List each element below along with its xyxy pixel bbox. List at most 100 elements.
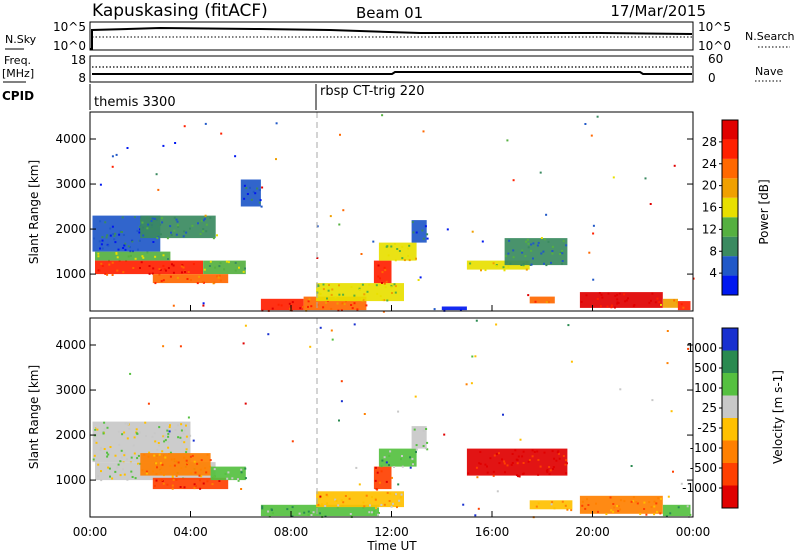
velocity-speckle <box>199 468 202 471</box>
power-point <box>327 289 330 292</box>
power-speckle <box>658 301 661 304</box>
power-speckle <box>607 292 610 295</box>
power-speckle <box>234 269 237 272</box>
power-point <box>126 147 129 149</box>
power-speckle <box>534 300 537 303</box>
power-speckle <box>252 190 255 193</box>
velocity-speckle <box>198 474 201 477</box>
velocity-speckle <box>119 474 122 477</box>
velocity-speckle <box>522 462 525 464</box>
velocity-speckle <box>93 440 96 442</box>
freq-left-tick-bottom: 8 <box>78 71 86 85</box>
power-speckle <box>351 307 354 310</box>
power-speckle <box>391 292 393 294</box>
power-speckle <box>161 217 163 220</box>
power-speckle <box>521 249 524 252</box>
power-speckle <box>334 296 337 299</box>
power-speckle <box>495 265 498 268</box>
power-speckle <box>390 285 393 288</box>
velocity-speckle <box>630 500 633 503</box>
velocity-speckle <box>686 505 689 508</box>
velocity-speckle <box>286 508 289 511</box>
velocity-speckle <box>400 458 402 461</box>
power-speckle <box>129 254 132 257</box>
power-speckle <box>291 301 294 304</box>
velocity-speckle <box>516 462 519 465</box>
velocity-colorbar-tick-label: 1000 <box>686 341 717 355</box>
power-speckle <box>185 231 188 234</box>
velocity-speckle <box>378 481 381 484</box>
velocity-speckle <box>373 510 376 513</box>
velocity-speckle <box>240 471 243 474</box>
power-point <box>592 278 595 281</box>
velocity-speckle <box>171 475 174 478</box>
velocity-point <box>666 362 669 365</box>
velocity-speckle <box>564 504 567 507</box>
power-point <box>204 214 207 217</box>
power-speckle <box>383 282 386 285</box>
velocity-speckle <box>107 453 110 456</box>
velocity-speckle <box>99 449 102 452</box>
velocity-speckle <box>148 451 151 454</box>
velocity-speckle <box>170 458 173 461</box>
velocity-speckle <box>623 500 626 503</box>
velocity-speckle <box>619 508 622 511</box>
power-speckle <box>680 303 683 306</box>
velocity-speckle <box>553 507 556 510</box>
freq-panel <box>89 55 694 83</box>
velocity-speckle <box>551 450 554 453</box>
velocity-speckle <box>209 459 212 462</box>
velocity-speckle <box>185 448 188 451</box>
power-speckle <box>632 305 635 308</box>
power-speckle <box>415 257 417 260</box>
power-speckle <box>203 217 206 220</box>
velocity-speckle <box>385 480 388 483</box>
power-region-11 <box>378 242 417 261</box>
velocity-speckle <box>171 484 174 487</box>
velocity-colorbar-tick-label: -1000 <box>682 481 717 495</box>
velocity-speckle <box>307 510 310 513</box>
velocity-speckle <box>389 492 392 495</box>
power-speckle <box>401 245 404 248</box>
velocity-speckle <box>492 474 495 477</box>
velocity-speckle <box>123 451 126 454</box>
velocity-speckle <box>425 428 428 430</box>
velocity-speckle <box>307 513 310 516</box>
velocity-speckle <box>377 513 380 516</box>
power-colorbar-swatch <box>722 217 738 237</box>
velocity-speckle <box>117 463 120 466</box>
velocity-speckle <box>166 483 169 486</box>
power-speckle <box>148 272 151 275</box>
velocity-y-label: Slant Range [km] <box>27 365 41 469</box>
velocity-speckle <box>533 451 536 453</box>
velocity-point <box>397 410 400 413</box>
power-speckle <box>551 245 554 248</box>
power-speckle <box>385 280 388 283</box>
power-speckle <box>101 247 104 250</box>
velocity-speckle <box>689 513 692 516</box>
velocity-speckle <box>581 500 584 503</box>
velocity-speckle <box>659 512 662 515</box>
velocity-speckle <box>163 435 166 438</box>
nave-label: Nave <box>755 65 783 78</box>
velocity-speckle <box>106 426 109 429</box>
velocity-point <box>474 355 477 358</box>
velocity-speckle <box>548 473 551 476</box>
velocity-speckle <box>183 456 186 459</box>
velocity-speckle <box>271 512 274 515</box>
power-speckle <box>152 267 155 270</box>
velocity-speckle <box>204 467 207 470</box>
power-speckle <box>184 270 186 273</box>
power-speckle <box>131 240 134 243</box>
velocity-speckle <box>653 513 656 516</box>
power-speckle <box>616 293 619 296</box>
power-point <box>596 115 599 118</box>
power-speckle <box>170 231 172 234</box>
power-speckle <box>139 228 141 231</box>
power-speckle <box>507 265 510 268</box>
power-speckle <box>175 218 178 221</box>
velocity-speckle <box>426 441 429 444</box>
velocity-speckle <box>145 472 148 475</box>
velocity-speckle <box>138 431 141 434</box>
power-speckle <box>160 280 163 283</box>
